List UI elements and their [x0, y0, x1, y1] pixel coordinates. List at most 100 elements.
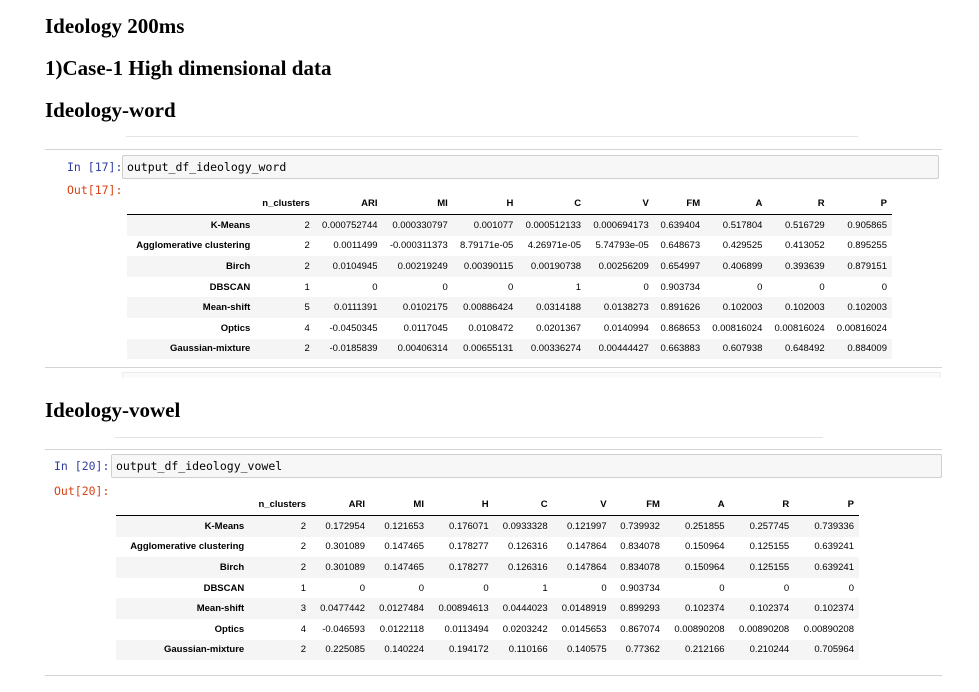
table-cell: -0.0450345 [329, 322, 378, 334]
table-cell: 0.639404 [660, 219, 701, 231]
table-cell: 0.00894613 [438, 603, 489, 615]
table-row: K-Means 2 0.000752744 0.000330797 0.001077 0.… [127, 214, 892, 236]
row-label: DBSCAN [203, 582, 245, 594]
table-cell: 0.126316 [508, 541, 548, 553]
divider [115, 437, 823, 438]
table-cell: 0.607938 [722, 343, 763, 355]
table-cell: 0.125155 [749, 541, 790, 553]
table-cell: 0.639241 [814, 541, 854, 553]
table-cell: 0 [372, 281, 378, 293]
row-label: K-Means [204, 520, 245, 532]
table-cell: 0.0140994 [603, 322, 649, 334]
table-cell: 0.00336274 [530, 343, 582, 355]
table-cell: 0.739932 [620, 520, 660, 532]
table-row: K-Means 2 0.172954 0.121653 0.176071 0.093332… [116, 515, 859, 537]
dataframe-table: n_clusters ARI MI H C V FM A R P K-Means 2 0.172954… [116, 494, 859, 661]
table-cell: 0.0314188 [536, 302, 582, 314]
table-cell: 0.0111391 [334, 302, 378, 314]
table-cell: 0.121997 [566, 520, 607, 532]
table-cell: 0.225085 [325, 644, 365, 656]
row-label: Agglomerative clustering [136, 240, 251, 252]
table-cell: 0.147465 [384, 541, 424, 553]
table-cell: 0.0117045 [403, 322, 448, 334]
output-prompt: Out[20]: [54, 484, 110, 498]
column-header: V [552, 494, 612, 516]
table-cell: 0.140224 [384, 644, 424, 656]
table-cell: 2 [300, 541, 307, 553]
column-header: R [729, 494, 795, 516]
table-row: Optics 4 -0.046593 0.0122118 0.0113494 0.0203… [116, 619, 859, 640]
table-cell: 0.0145653 [561, 623, 607, 635]
table-cell: 0.257745 [749, 520, 790, 532]
table-cell: 1 [542, 582, 548, 594]
table-cell: 2 [304, 260, 310, 272]
table-cell: 0.00886424 [463, 302, 514, 314]
table-cell: 4.26971e-05 [527, 240, 582, 252]
table-cell: 0.00190738 [530, 260, 582, 272]
table-cell: 0.172954 [325, 520, 365, 532]
table-cell: 0.140575 [566, 644, 607, 656]
table-cell: 0.0138273 [603, 302, 649, 314]
row-label: Mean-shift [202, 302, 251, 314]
table-cell: 0.891626 [660, 302, 701, 314]
table-cell: 0.301089 [325, 541, 365, 553]
table-cell: -0.046593 [322, 623, 365, 635]
column-header: H [428, 494, 494, 516]
table-cell: 0 [881, 281, 887, 293]
cell-divider [45, 449, 942, 450]
table-cell: 0.648492 [785, 343, 825, 355]
table-cell: 0.0104945 [332, 260, 378, 272]
row-label: DBSCAN [209, 281, 251, 293]
table-cell: 0.0444023 [502, 603, 548, 615]
table-cell: 0.639241 [814, 561, 854, 573]
column-header: V [586, 193, 654, 215]
column-header: A [705, 193, 768, 215]
table-cell: 0.251855 [684, 520, 725, 532]
table-row: Gaussian-mixture 2 0.225085 0.140224 0.19417… [116, 639, 859, 661]
index-header [116, 494, 250, 516]
table-cell: 0.00816024 [836, 322, 887, 334]
table-cell: 0.0203242 [502, 623, 548, 635]
table-cell: 0.301089 [325, 561, 365, 573]
row-label: Mean-shift [196, 603, 245, 615]
table-cell: 2 [300, 644, 307, 656]
table-cell: -0.000311373 [389, 240, 448, 252]
column-header: n_clusters [249, 494, 312, 516]
table-cell: 1 [575, 281, 582, 293]
table-cell: 0.879151 [847, 260, 887, 272]
table-row: Agglomerative clustering 2 0.301089 0.14746… [116, 537, 859, 558]
row-label: Optics [214, 623, 245, 635]
code-input[interactable]: output_df_ideology_word [122, 155, 939, 179]
table-cell: 0.102003 [722, 302, 763, 314]
table-cell: 0.0148919 [561, 603, 607, 615]
table-cell: 0.001077 [473, 219, 514, 231]
code-input[interactable]: output_df_ideology_vowel [111, 454, 942, 478]
table-cell: 0.150964 [684, 541, 725, 553]
table-cell: 0.178277 [449, 541, 489, 553]
table-cell: 0 [757, 281, 763, 293]
table-cell: 0.000694173 [593, 219, 649, 231]
table-cell: 4 [300, 623, 307, 635]
divider [126, 136, 858, 137]
table-cell: 0.00890208 [739, 623, 790, 635]
table-cell: 0.0011499 [333, 240, 378, 252]
column-header: H [452, 193, 519, 215]
table-cell: 0 [418, 582, 424, 594]
table-row: Mean-shift 3 0.0477442 0.0127484 0.00894613 0… [116, 598, 859, 619]
input-prompt: In [17]: [67, 160, 123, 174]
column-header: C [518, 193, 587, 215]
table-cell: 0.654997 [660, 260, 701, 272]
table-cell: 0.00256209 [598, 260, 649, 272]
dataframe-table: n_clusters ARI MI H C V FM A R P K-Means 2 0.000752… [127, 193, 892, 360]
table-cell: 0.000752744 [322, 219, 378, 231]
section-heading-vowel: Ideology-vowel [45, 398, 181, 422]
table-cell: 0.178277 [449, 561, 489, 573]
table-cell: 0.516729 [785, 219, 825, 231]
table-cell: 0.899293 [620, 603, 660, 615]
table-row: Agglomerative clustering 2 0.0011499 -0.000… [127, 236, 892, 257]
table-cell: 0.0477442 [320, 603, 365, 615]
horizontal-scrollbar[interactable] [122, 372, 941, 378]
table-cell: 0.125155 [749, 561, 790, 573]
table-cell: 0.0122118 [379, 623, 424, 635]
table-cell: 0.121653 [384, 520, 424, 532]
